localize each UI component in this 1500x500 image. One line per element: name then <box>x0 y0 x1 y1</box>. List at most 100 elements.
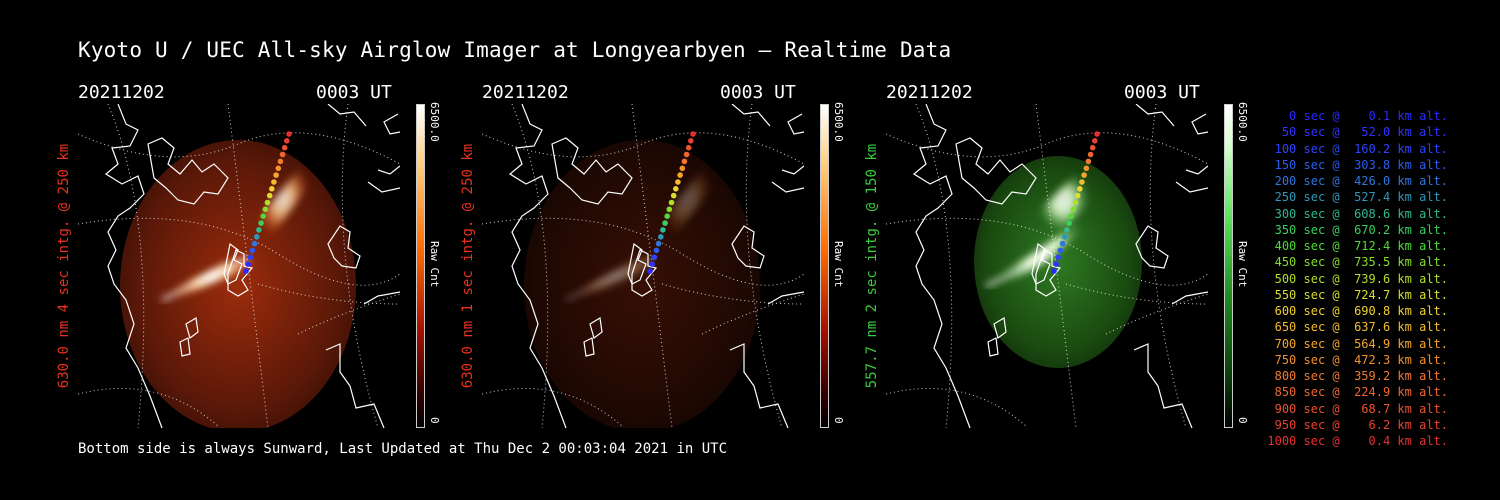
trajectory-point <box>690 131 696 137</box>
legend-row: 500 sec @ 739.6 km alt. <box>1267 271 1448 286</box>
legend-row: 550 sec @ 724.7 km alt. <box>1267 287 1448 302</box>
trajectory-point <box>271 179 277 185</box>
coordinate-grid <box>482 104 804 428</box>
panel-3-map <box>886 104 1208 428</box>
trajectory-point <box>1077 186 1083 192</box>
legend-row: 200 sec @ 426.0 km alt. <box>1267 174 1448 188</box>
trajectory-point <box>277 158 284 165</box>
trajectory-point <box>685 144 692 151</box>
trajectory-point <box>284 138 290 144</box>
trajectory-point <box>1083 165 1090 172</box>
trajectory-point <box>254 234 260 240</box>
trajectory-point <box>256 227 262 233</box>
panel-1-colorbar-min: 0 <box>428 417 441 424</box>
panel-1-wavelength-label: 630.0 nm 4 sec intg. @ 250 km <box>56 143 72 389</box>
legend-row: 400 sec @ 712.4 km alt. <box>1267 239 1448 253</box>
trajectory-point <box>286 131 292 137</box>
trajectory-point <box>281 144 288 151</box>
trajectory-point <box>258 220 264 226</box>
trajectory-point <box>245 261 251 267</box>
trajectory-point <box>243 268 249 274</box>
panel-1-colorbar-max: 6500.0 <box>428 102 441 142</box>
coastline <box>104 104 400 428</box>
trajectory-point <box>658 234 664 240</box>
panel-2-allsky-image <box>482 104 804 428</box>
trajectory-legend: 0 sec @ 0.1 km alt. 50 sec @ 52.0 km alt… <box>1262 108 1448 449</box>
panel-1-colorbar <box>416 104 425 428</box>
trajectory-point <box>677 172 683 178</box>
panel-2-time: 0003 UT <box>720 82 796 103</box>
panel-2-colorbar <box>820 104 829 428</box>
legend-row: 450 sec @ 735.5 km alt. <box>1267 255 1448 270</box>
trajectory-point <box>262 206 269 213</box>
aurora-band <box>254 156 310 240</box>
trajectory-point <box>264 199 271 206</box>
panel-3-colorbar-max: 6500.0 <box>1236 102 1249 142</box>
panel-2-colorbar-min: 0 <box>832 417 845 424</box>
coordinate-grid <box>78 104 400 428</box>
trajectory-point <box>653 247 660 254</box>
legend-row: 0 sec @ 0.1 km alt. <box>1267 109 1448 123</box>
trajectory-point <box>273 172 279 178</box>
panel-1-time: 0003 UT <box>316 82 392 103</box>
coastline <box>508 104 804 428</box>
trajectory-point <box>260 213 266 219</box>
panel-3-colorbar-min: 0 <box>1236 417 1249 424</box>
legend-row: 600 sec @ 690.8 km alt. <box>1267 304 1448 318</box>
trajectory-point <box>664 213 670 219</box>
trajectory-point <box>1072 199 1079 206</box>
aurora-band <box>658 156 714 240</box>
panel-3-allsky-image <box>886 104 1208 428</box>
trajectory-point <box>269 186 275 192</box>
sky-disk <box>974 156 1142 368</box>
panel-1-allsky-image <box>78 104 400 428</box>
legend-row: 900 sec @ 68.7 km alt. <box>1267 401 1448 416</box>
trajectory-point <box>1064 227 1070 233</box>
footer-update-note: Bottom side is always Sunward, Last Upda… <box>78 441 728 457</box>
sky-disk <box>524 140 760 428</box>
trajectory-point <box>666 206 673 213</box>
trajectory-point <box>1081 172 1087 178</box>
aurora-core <box>985 252 1053 288</box>
aurora-band <box>1036 168 1090 234</box>
panel-3-date: 20211202 <box>886 82 973 103</box>
trajectory-point <box>1066 220 1072 226</box>
legend-row: 300 sec @ 608.6 km alt. <box>1267 206 1448 221</box>
trajectory-point <box>1051 268 1057 274</box>
trajectory-point <box>279 151 286 158</box>
legend-row: 150 sec @ 303.8 km alt. <box>1267 157 1448 172</box>
svalbard-outline <box>223 242 243 285</box>
legend-row: 350 sec @ 670.2 km alt. <box>1267 222 1448 237</box>
legend-row: 50 sec @ 52.0 km alt. <box>1267 125 1448 140</box>
trajectory-point <box>647 268 653 274</box>
trajectory-point <box>266 192 273 199</box>
panel-1-map <box>78 104 400 428</box>
panel-1-date: 20211202 <box>78 82 165 103</box>
legend-row: 100 sec @ 160.2 km alt. <box>1267 141 1448 156</box>
trajectory-point <box>1094 131 1100 137</box>
panel-2-date: 20211202 <box>482 82 569 103</box>
trajectory-point <box>1074 192 1081 199</box>
trajectory-point <box>673 186 679 192</box>
sky-disk <box>120 140 356 428</box>
trajectory-point <box>660 227 666 233</box>
panel-2-map <box>482 104 804 428</box>
trajectory-point <box>681 158 688 165</box>
trajectory-point <box>670 192 677 199</box>
trajectory-point <box>683 151 690 158</box>
panel-2-colorbar-unit: Raw Cnt <box>832 241 845 288</box>
trajectory-point <box>662 220 668 226</box>
legend-row: 250 sec @ 527.4 km alt. <box>1267 190 1448 205</box>
svalbard-outline <box>627 242 647 285</box>
trajectory-point <box>1053 261 1059 267</box>
trajectory-point <box>1057 247 1064 254</box>
panel-3-colorbar <box>1224 104 1233 428</box>
coastline <box>912 104 1208 428</box>
trajectory-point <box>1087 151 1094 158</box>
trajectory-point <box>1085 158 1092 165</box>
trajectory-point <box>1070 206 1077 213</box>
panel-3-colorbar-unit: Raw Cnt <box>1236 241 1249 288</box>
trajectory-point <box>1092 138 1098 144</box>
trajectory-point <box>675 179 681 185</box>
legend-row: 800 sec @ 359.2 km alt. <box>1267 369 1448 383</box>
